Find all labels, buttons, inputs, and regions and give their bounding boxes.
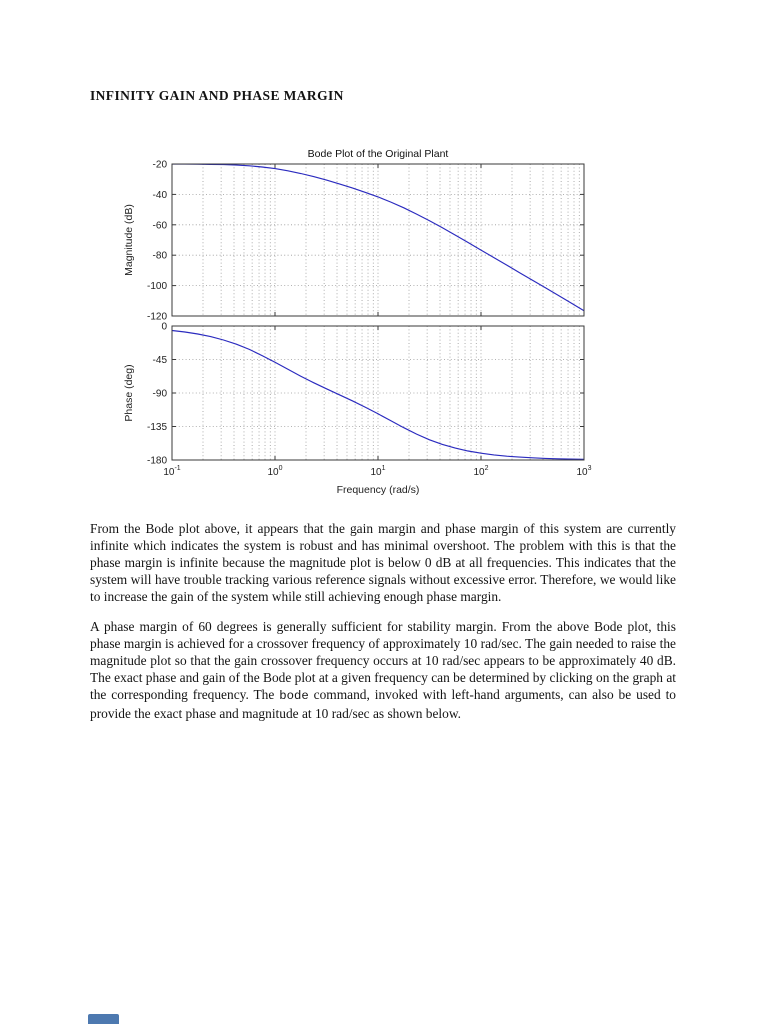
svg-text:Frequency (rad/s): Frequency (rad/s)	[337, 484, 420, 496]
svg-text:102: 102	[473, 465, 488, 478]
svg-text:-100: -100	[147, 281, 167, 292]
svg-text:-60: -60	[153, 220, 168, 231]
bode-command-inline-code: bode	[279, 689, 309, 704]
svg-text:-40: -40	[153, 190, 168, 201]
document-page: INFINITY GAIN AND PHASE MARGIN -20 -40 -60…	[90, 0, 676, 736]
svg-text:-20: -20	[153, 160, 168, 171]
svg-text:-180: -180	[147, 456, 167, 467]
cropped-next-figure-edge	[88, 1014, 119, 1024]
svg-text:0: 0	[161, 322, 167, 333]
page-title: INFINITY GAIN AND PHASE MARGIN	[90, 88, 344, 103]
svg-text:-45: -45	[153, 355, 168, 366]
paragraph-bode-discussion: From the Bode plot above, it appears tha…	[90, 521, 676, 604]
svg-text:101: 101	[370, 465, 385, 478]
paragraph2-text-after-code: command, invoked with left-hand argument…	[90, 687, 676, 722]
svg-text:100: 100	[267, 465, 282, 478]
paragraph2-text-before-code: A phase margin of 60 degrees is generall…	[90, 619, 676, 703]
svg-text:-135: -135	[147, 422, 167, 433]
svg-text:Magnitude (dB): Magnitude (dB)	[123, 204, 135, 276]
svg-text:Phase (deg): Phase (deg)	[123, 364, 135, 421]
bode-plot-svg: -20 -40 -60 -80 -100 -120 Magnitude (dB) 0 -45 -9…	[123, 148, 592, 496]
svg-text:-80: -80	[153, 251, 168, 262]
svg-text:-90: -90	[153, 389, 168, 400]
svg-text:Bode Plot of the Original Plan: Bode Plot of the Original Plant	[308, 148, 449, 160]
bode-plot-figure: -20 -40 -60 -80 -100 -120 Magnitude (dB) 0 -45 -9…	[116, 146, 638, 498]
svg-text:103: 103	[576, 465, 591, 478]
svg-text:10-1: 10-1	[163, 465, 180, 478]
svg-text:-120: -120	[147, 312, 167, 323]
paragraph-phase-margin: A phase margin of 60 degrees is generall…	[90, 618, 676, 722]
